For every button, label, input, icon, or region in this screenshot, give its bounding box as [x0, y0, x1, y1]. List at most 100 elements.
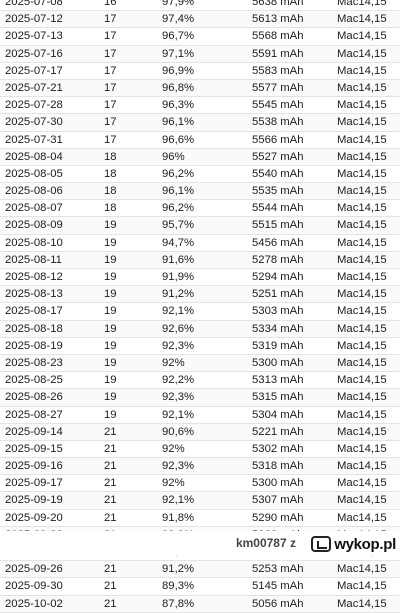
cell-date: 2025-09-16 — [5, 460, 63, 473]
cell-capacity: 5544 mAh — [252, 202, 304, 215]
cell-model: Mac14,15 — [337, 81, 387, 94]
cell-date: 2025-07-16 — [5, 47, 63, 60]
table-row: 2025-08-25 19 92,2% 5313 mAh Mac14,15 — [0, 372, 400, 390]
cell-model: Mac14,15 — [337, 391, 387, 404]
cell-health: 94,7% — [162, 236, 195, 249]
table-row: 2025-09-19 21 92,1% 5307 mAh Mac14,15 — [0, 492, 400, 510]
table-row: 2025-08-06 18 96,1% 5535 mAh Mac14,15 — [0, 183, 400, 201]
cell-model: Mac14,15 — [337, 150, 387, 163]
table-row: 2025-09-30 21 89,3% 5145 mAh Mac14,15 — [0, 578, 400, 596]
table-row: 2025-08-04 18 96% 5527 mAh Mac14,15 — [0, 148, 400, 166]
cell-date: 2025-08-13 — [5, 288, 63, 301]
table-row: 2025-07-13 17 96,7% 5568 mAh Mac14,15 — [0, 28, 400, 46]
cell-model: Mac14,15 — [337, 494, 387, 507]
cell-capacity: 5304 mAh — [252, 408, 304, 421]
wykop-logo: wykop.pl — [311, 535, 396, 553]
cell-cycle-count: 17 — [104, 13, 117, 26]
wykop-logo-icon — [311, 536, 332, 552]
cell-health: 96% — [162, 150, 185, 163]
cell-capacity: 5334 mAh — [252, 322, 304, 335]
cell-model: Mac14,15 — [337, 133, 387, 146]
table-row: 2025-08-26 19 92,3% 5315 mAh Mac14,15 — [0, 389, 400, 407]
cell-date: 2025-09-20 — [5, 511, 63, 524]
cell-date: 2025-07-13 — [5, 30, 63, 43]
cell-model: Mac14,15 — [337, 253, 387, 266]
cell-date: 2025-08-19 — [5, 339, 63, 352]
cell-capacity: 5318 mAh — [252, 460, 304, 473]
table-row: 2025-07-08 16 97,9% 5638 mAh Mac14,15 — [0, 0, 400, 12]
cell-date: 2025-10-02 — [5, 597, 63, 610]
cell-date: 2025-07-28 — [5, 99, 63, 112]
cell-health: 96,8% — [162, 81, 195, 94]
cell-cycle-count: 19 — [104, 322, 117, 335]
cell-model: Mac14,15 — [337, 339, 387, 352]
cell-health: 92% — [162, 442, 185, 455]
table-row: 2025-08-23 19 92% 5300 mAh Mac14,15 — [0, 354, 400, 373]
cell-model: Mac14,15 — [337, 374, 387, 387]
watermark-username: km00787 — [235, 536, 287, 550]
cell-capacity: 5145 mAh — [252, 580, 304, 593]
cell-cycle-count: 21 — [104, 580, 117, 593]
cell-cycle-count: 19 — [104, 236, 117, 249]
table-row: 2025-08-19 19 92,3% 5319 mAh Mac14,15 — [0, 338, 400, 355]
cell-capacity: 5591 mAh — [252, 47, 304, 60]
table-row: 2025-08-17 19 92,1% 5303 mAh Mac14,15 — [0, 303, 400, 321]
cell-health: 97,9% — [162, 0, 195, 8]
table-row: 2025-09-17 21 92% 5300 mAh Mac14,15 — [0, 475, 400, 493]
cell-capacity: 5303 mAh — [252, 305, 304, 318]
cell-date: 2025-07-12 — [5, 13, 63, 26]
cell-cycle-count: 17 — [104, 30, 117, 43]
table-row: 2025-08-09 19 95,7% 5515 mAh Mac14,15 — [0, 217, 400, 235]
watermark-user: km00787 z — [236, 536, 296, 551]
table-row: 2025-08-07 18 96,2% 5544 mAh Mac14,15 — [0, 200, 400, 218]
cell-health: 91,6% — [162, 253, 195, 266]
table-row: 2025-07-30 17 96,1% 5538 mAh Mac14,15 — [0, 114, 400, 132]
watermark-footer: km00787 z wykop.pl — [0, 531, 400, 556]
table-row: 2025-09-15 21 92% 5302 mAh Mac14,15 — [0, 441, 400, 459]
cell-cycle-count: 18 — [104, 167, 117, 180]
cell-model: Mac14,15 — [337, 219, 387, 232]
cell-cycle-count: 17 — [104, 64, 117, 77]
cell-cycle-count: 21 — [104, 597, 117, 610]
cell-model: Mac14,15 — [337, 99, 387, 112]
cell-capacity: 5294 mAh — [252, 271, 304, 283]
cell-model: Mac14,15 — [337, 563, 387, 576]
cell-health: 96,9% — [162, 64, 195, 77]
cell-cycle-count: 19 — [104, 339, 117, 352]
cell-model: Mac14,15 — [337, 597, 387, 610]
cell-date: 2025-07-31 — [5, 133, 63, 146]
cell-capacity: 5300 mAh — [252, 477, 304, 490]
table-row: 2025-07-17 17 96,9% 5583 mAh Mac14,15 — [0, 63, 400, 80]
cell-cycle-count: 21 — [104, 442, 117, 455]
cell-cycle-count: 18 — [104, 185, 117, 198]
cell-health: 92% — [162, 477, 185, 490]
cell-capacity: 5290 mAh — [252, 511, 304, 524]
cell-health: 91,2% — [162, 288, 195, 301]
cell-capacity: 5577 mAh — [252, 81, 304, 94]
cell-capacity: 5540 mAh — [252, 167, 304, 180]
cell-model: Mac14,15 — [337, 271, 387, 283]
watermark-separator: z — [290, 536, 296, 550]
cell-date: 2025-08-05 — [5, 167, 63, 180]
cell-health: 96,1% — [162, 116, 195, 129]
cell-cycle-count: 18 — [104, 202, 117, 215]
cell-model: Mac14,15 — [337, 167, 387, 180]
cell-capacity: 5251 mAh — [252, 288, 304, 301]
cell-health: 89,3% — [162, 580, 195, 593]
cell-date: 2025-07-08 — [5, 0, 63, 8]
cell-capacity: 5313 mAh — [252, 374, 304, 387]
cell-model: Mac14,15 — [337, 305, 387, 318]
cell-date: 2025-08-17 — [5, 305, 63, 318]
table-row: 2025-09-26 21 91,2% 5253 mAh Mac14,15 — [0, 561, 400, 579]
cell-cycle-count: 17 — [104, 47, 117, 60]
cell-capacity: 5307 mAh — [252, 494, 304, 507]
cell-health: 96,6% — [162, 133, 195, 146]
cell-date: 2025-09-15 — [5, 442, 63, 455]
cell-model: Mac14,15 — [337, 116, 387, 129]
wykop-logo-text: wykop.pl — [334, 535, 396, 553]
cell-cycle-count: 19 — [104, 356, 117, 369]
table-row: 2025-08-18 19 92,6% 5334 mAh Mac14,15 — [0, 320, 400, 338]
cell-model: Mac14,15 — [337, 236, 387, 249]
cell-date: 2025-08-11 — [5, 253, 62, 266]
